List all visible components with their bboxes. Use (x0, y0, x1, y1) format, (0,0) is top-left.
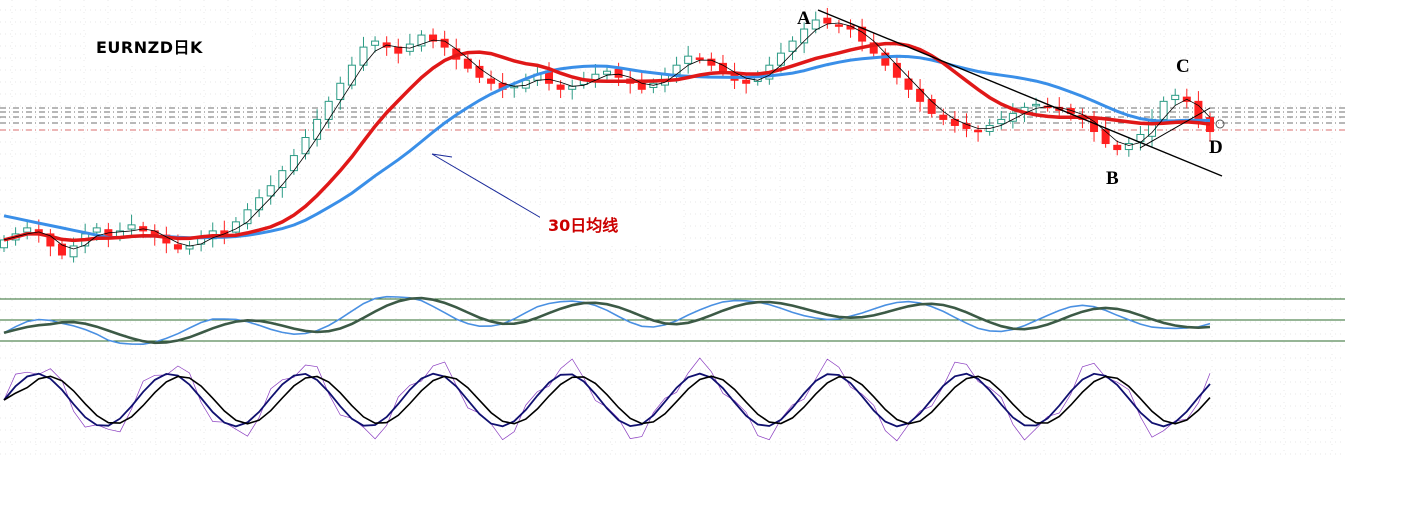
candle-body (904, 78, 913, 90)
candle-body (0, 239, 8, 249)
osc2-slow-line (3, 375, 1211, 425)
candle-body (347, 64, 356, 86)
candle-body (776, 52, 785, 66)
candle-body (834, 24, 843, 27)
candle-body (997, 118, 1006, 125)
candle-body (672, 64, 681, 75)
candle-body (568, 85, 577, 90)
candle-body (487, 78, 496, 84)
candle-body (974, 129, 983, 133)
point-label-c: C (1176, 56, 1190, 77)
candle-body (69, 245, 78, 258)
candle-body (301, 137, 310, 155)
candle-body (614, 68, 623, 78)
ma-line-thin (3, 22, 1211, 250)
candle-body (881, 52, 890, 66)
candle-body (289, 155, 298, 172)
candle-body (46, 233, 55, 247)
candle-body (892, 62, 901, 78)
ma-line-red (3, 41, 1211, 243)
trendline-b-c (1139, 107, 1211, 149)
candle-body (800, 28, 809, 44)
candle-body (1101, 129, 1110, 145)
candle-body (278, 170, 287, 189)
candle-body (916, 88, 925, 102)
ma-annotation-label: 30日均线 (548, 216, 619, 235)
moving-average-lines (3, 22, 1211, 250)
candle-body (1113, 144, 1122, 151)
oscillator-panel-1 (0, 295, 1345, 346)
candle-body (394, 46, 403, 54)
chart-title-box: EURNZD日K (90, 28, 252, 64)
candle-body (603, 70, 611, 75)
point-label-b: B (1106, 168, 1119, 189)
candle-body (637, 82, 646, 90)
candle-body (185, 245, 194, 250)
candle-body (1032, 103, 1041, 107)
candle-body (417, 34, 426, 47)
trendline-a-d (817, 9, 1223, 177)
oscillator-panel-2 (3, 357, 1211, 442)
candle-body (127, 224, 136, 230)
candle-body (811, 19, 820, 30)
ma-annotation-box: 30日均线 (540, 206, 682, 244)
candle-body (556, 84, 565, 90)
candle-body (1008, 112, 1017, 122)
candle-body (266, 185, 275, 197)
candle-body (313, 118, 322, 140)
current-price-marker (1215, 119, 1225, 129)
candle-body (429, 34, 438, 42)
point-label-d: D (1209, 137, 1223, 158)
candle-body (939, 114, 948, 120)
candle-body (1124, 143, 1133, 151)
candle-body (23, 227, 32, 233)
candle-body (707, 58, 716, 66)
candle-body (684, 55, 693, 64)
point-label-a: A (797, 8, 811, 29)
candle-body (695, 57, 704, 60)
candle-body (92, 227, 101, 233)
candle-body (57, 243, 66, 256)
candle-body (463, 58, 472, 69)
candle-body (869, 42, 878, 54)
annotation-arrow-line (431, 153, 549, 223)
candle-body (475, 65, 484, 78)
candle-body (1136, 133, 1145, 143)
chart-grid (0, 0, 1345, 455)
candle-body (927, 99, 936, 114)
candle-body (173, 244, 182, 250)
candle-body (545, 71, 554, 84)
candle-body (742, 79, 751, 84)
candle-body (324, 100, 333, 120)
candle-body (1171, 94, 1180, 101)
candle-body (858, 26, 867, 42)
candle-body (788, 40, 797, 52)
osc1-fast-line (3, 295, 1211, 346)
candle-body (255, 197, 264, 211)
chart-title: EURNZD日K (96, 38, 203, 57)
candle-body (823, 17, 832, 24)
candle-body (243, 209, 252, 225)
candle-body (1159, 100, 1168, 120)
osc2-fast-line (3, 372, 1211, 428)
osc1-slow-line (3, 296, 1211, 345)
annotation-arrow-head (431, 153, 453, 158)
ma-annotation-arrow (431, 153, 549, 223)
candle-body (336, 82, 345, 101)
trendlines (817, 9, 1225, 177)
candle-body (371, 40, 380, 46)
